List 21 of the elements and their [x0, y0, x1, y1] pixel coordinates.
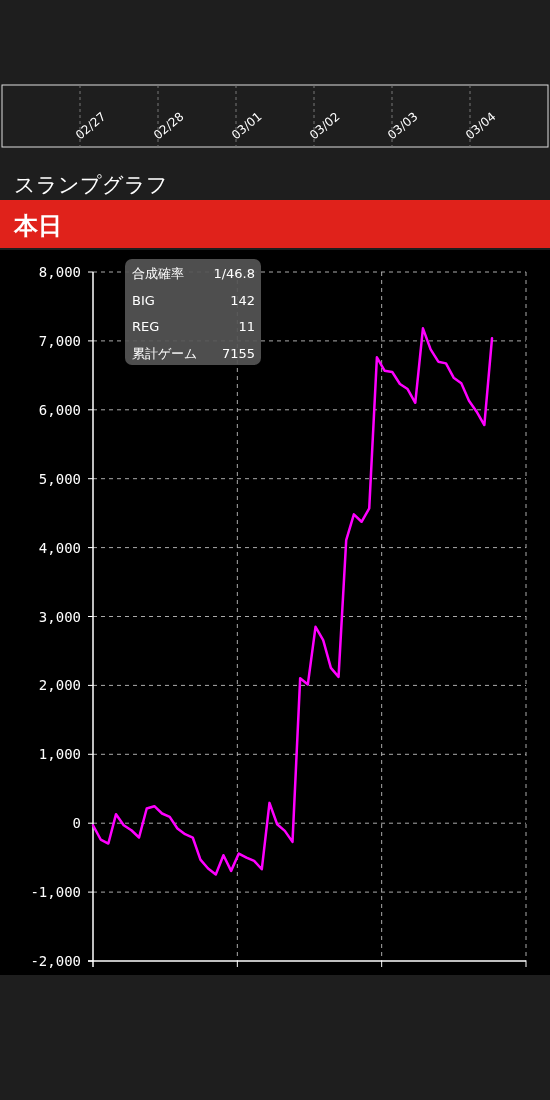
chart-subtitle: 本日: [13, 212, 62, 240]
annotation: 1/46.8: [213, 266, 255, 281]
y-tick-label: 5,000: [38, 470, 81, 487]
chart-title: スランプグラフ: [14, 173, 168, 197]
y-tick-label: 4,000: [38, 539, 81, 556]
annotation: 142: [230, 292, 255, 308]
y-tick-label: 7,000: [38, 332, 81, 349]
y-tick-label: -1,000: [30, 884, 81, 901]
y-tick-label: 8,000: [38, 264, 81, 280]
y-tick-label: 2,000: [38, 677, 81, 694]
annotation: 7155: [221, 345, 255, 361]
annotation: BIG: [132, 292, 155, 308]
annotation: 累計ゲーム: [132, 345, 197, 361]
y-tick-label: 3,000: [38, 608, 81, 625]
y-tick-label: 0: [72, 815, 81, 832]
y-tick-label: 1,000: [38, 746, 81, 763]
y-tick-label: 6,000: [38, 401, 81, 418]
y-tick-label: -2,000: [30, 953, 81, 969]
annotation: 11: [238, 319, 255, 334]
annotation: REG: [132, 319, 160, 334]
annotation: 合成確率: [132, 266, 184, 281]
